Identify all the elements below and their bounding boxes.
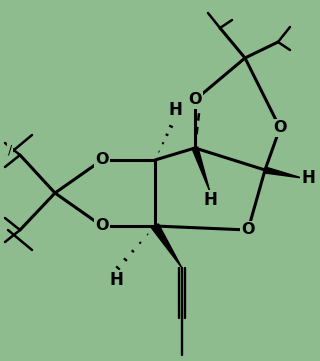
Text: O: O: [95, 218, 109, 234]
Polygon shape: [192, 147, 210, 192]
Text: H: H: [168, 101, 182, 119]
Polygon shape: [264, 167, 302, 178]
Text: H: H: [109, 271, 123, 289]
Polygon shape: [152, 224, 182, 268]
Text: /: /: [8, 144, 12, 157]
Text: O: O: [95, 152, 109, 168]
Text: H: H: [301, 169, 315, 187]
Text: H: H: [203, 191, 217, 209]
Text: O: O: [273, 121, 287, 135]
Text: O: O: [241, 222, 255, 238]
Text: O: O: [188, 92, 202, 108]
